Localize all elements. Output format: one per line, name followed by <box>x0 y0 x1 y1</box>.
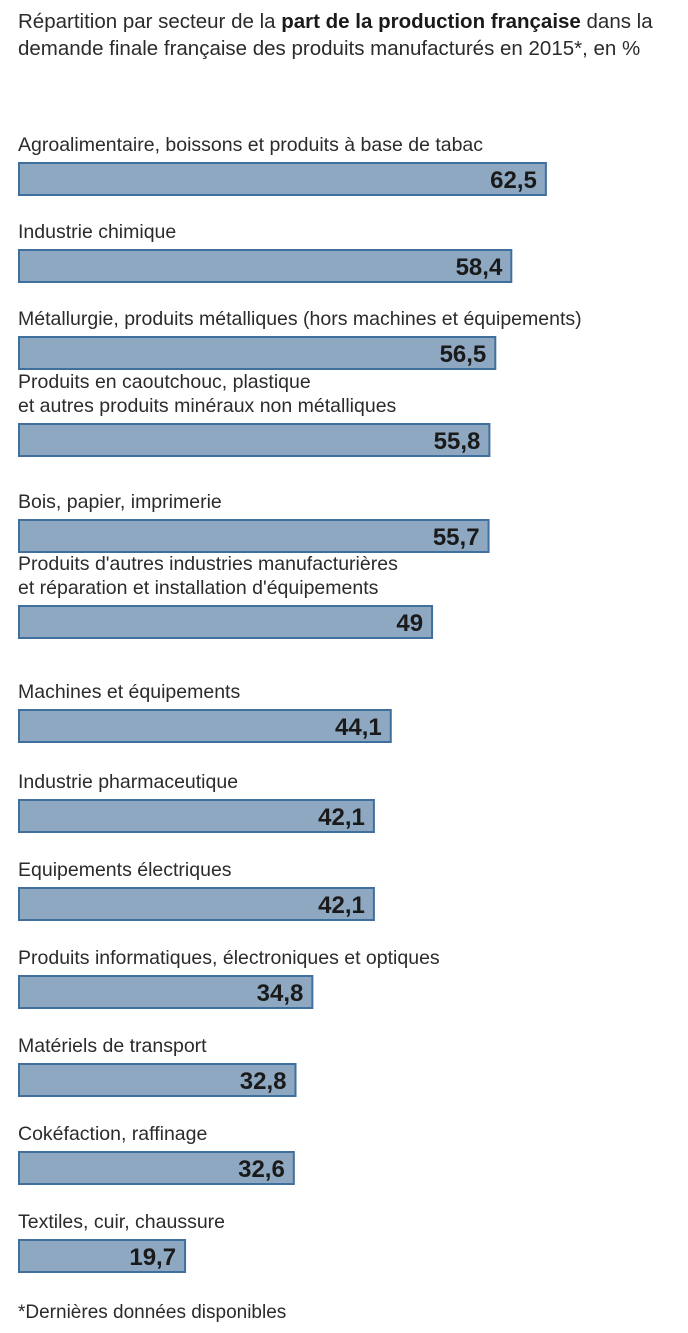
value-label: 34,8 <box>257 980 304 1007</box>
category-label: Machines et équipements <box>18 681 240 703</box>
category-label: Textiles, cuir, chaussure <box>18 1211 225 1233</box>
footnote: *Dernières données disponibles <box>18 1302 287 1323</box>
bar <box>18 975 314 1009</box>
bar <box>18 423 491 457</box>
value-label: 19,7 <box>129 1244 176 1271</box>
value-label: 49 <box>396 610 423 637</box>
value-label: 32,6 <box>238 1156 285 1183</box>
category-label: Produits en caoutchouc, plastique <box>18 371 311 393</box>
category-label: Cokéfaction, raffinage <box>18 1123 207 1145</box>
bar <box>18 336 497 370</box>
bar <box>18 1151 295 1185</box>
category-label: et réparation et installation d'équipeme… <box>18 577 379 599</box>
bar <box>18 1239 187 1273</box>
value-label: 62,5 <box>490 167 537 194</box>
bar <box>18 249 513 283</box>
value-label: 55,8 <box>434 428 481 455</box>
category-label: Métallurgie, produits métalliques (hors … <box>18 308 582 330</box>
value-label: 42,1 <box>318 804 365 831</box>
category-label: Industrie pharmaceutique <box>18 771 238 793</box>
category-label: Bois, papier, imprimerie <box>18 491 222 513</box>
chart-title: Répartition par secteur de la part de la… <box>18 8 658 62</box>
category-label: Matériels de transport <box>18 1035 207 1057</box>
bar <box>18 887 375 921</box>
bar <box>18 519 490 553</box>
category-label: Industrie chimique <box>18 221 176 243</box>
bar <box>18 605 434 639</box>
value-label: 58,4 <box>456 254 503 281</box>
category-label: Agroalimentaire, boissons et produits à … <box>18 134 483 156</box>
bar <box>18 162 547 196</box>
value-label: 55,7 <box>433 524 480 551</box>
bar <box>18 1063 297 1097</box>
chart-title-part2: dans la demande finale française des pro… <box>18 10 653 60</box>
bar-chart: Agroalimentaire, boissons et produits à … <box>18 134 582 1273</box>
chart-title-part1: Répartition par secteur de la <box>18 10 282 33</box>
category-label: et autres produits minéraux non métalliq… <box>18 395 397 417</box>
value-label: 32,8 <box>240 1068 287 1095</box>
bar <box>18 709 392 743</box>
value-label: 56,5 <box>440 341 487 368</box>
category-label: Equipements électriques <box>18 859 232 881</box>
chart-title-bold: part de la production française <box>281 10 581 33</box>
category-label: Produits d'autres industries manufacturi… <box>18 553 398 575</box>
value-label: 42,1 <box>318 892 365 919</box>
category-label: Produits informatiques, électroniques et… <box>18 947 440 969</box>
bar <box>18 799 375 833</box>
value-label: 44,1 <box>335 714 382 741</box>
